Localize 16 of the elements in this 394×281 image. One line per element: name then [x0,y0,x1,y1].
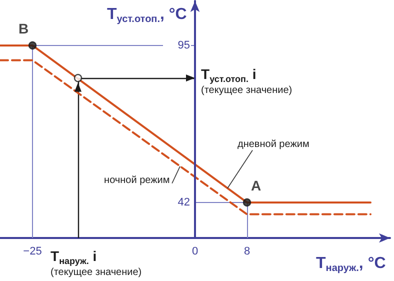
x-tick-label: −25 [23,246,42,258]
point [74,74,82,82]
x-tick-label: 8 [244,246,250,258]
ref-line-label: T$_{наруж.}$ i (текущее значение) [50,248,142,279]
annotation: дневной режим [238,139,310,152]
x-tick-label: 0 [192,246,198,258]
y-tick-label: 42 [178,196,190,208]
y-axis-title: T$_{уст.отоп.}$, °C [107,5,187,26]
point [28,41,37,50]
y-tick-label: 95 [178,39,190,52]
point [242,198,252,207]
data-label: A [250,177,262,194]
annotation: ночной режим [104,175,170,188]
data-label: B [18,20,29,36]
ref-line-label: T$_{уст.отоп.}$ i (текущее значение) [201,66,292,97]
x-axis-title: T$_{наруж.}$, °C [316,254,386,275]
